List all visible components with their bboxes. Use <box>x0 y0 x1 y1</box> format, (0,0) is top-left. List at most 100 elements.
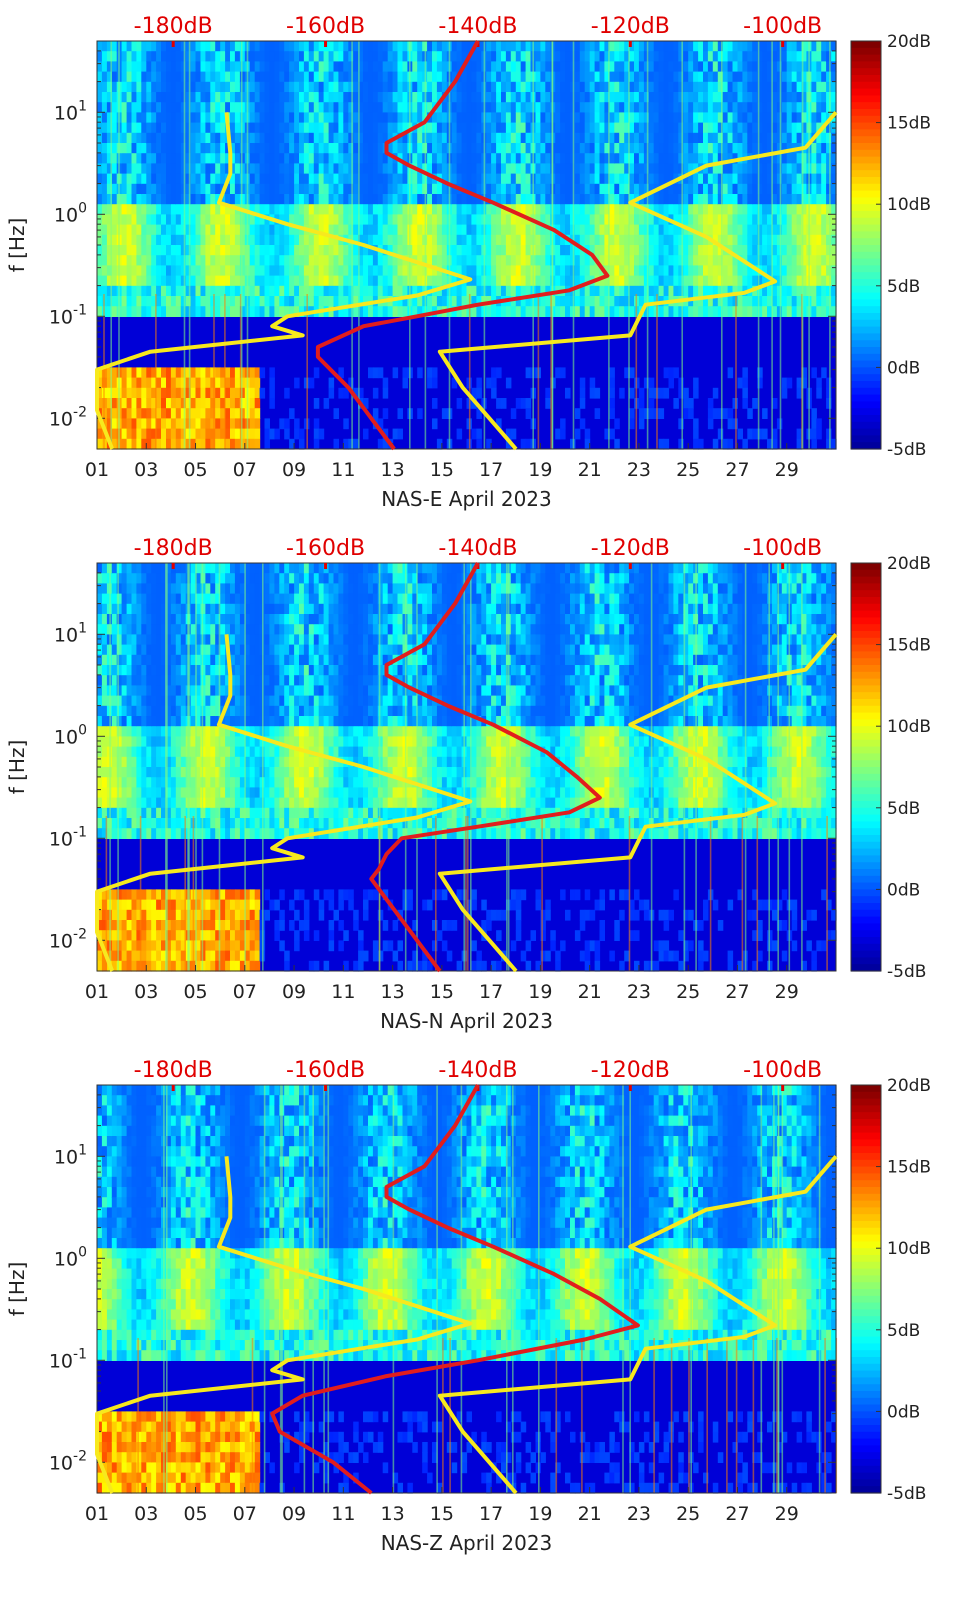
heatmap-cell <box>664 306 670 317</box>
heatmap-cell <box>575 214 581 225</box>
heatmap-cell <box>151 225 157 236</box>
heatmap-cell <box>201 276 207 287</box>
heatmap-cell <box>329 174 335 185</box>
heatmap-cell <box>683 41 689 52</box>
heatmap-cell <box>393 51 399 62</box>
heatmap-cell <box>787 41 793 52</box>
heatmap-cell <box>516 133 522 144</box>
heatmap-cell <box>388 41 394 52</box>
heatmap-cell <box>644 214 650 225</box>
heatmap-cell <box>673 92 679 103</box>
heatmap-cell <box>309 163 315 174</box>
heatmap-cell <box>486 143 492 154</box>
heatmap-cell <box>427 245 433 256</box>
heatmap-cell <box>683 398 689 409</box>
heatmap-cell <box>545 51 551 62</box>
heatmap-cell <box>97 685 103 696</box>
heatmap-cell <box>235 133 241 144</box>
heatmap-cell <box>540 72 546 83</box>
heatmap-cell <box>792 214 798 225</box>
heatmap-cell <box>230 408 236 419</box>
heatmap-cell <box>166 82 172 93</box>
heatmap-cell <box>792 153 798 164</box>
heatmap-cell <box>417 174 423 185</box>
heatmap-cell <box>393 61 399 72</box>
heatmap-cell <box>555 194 561 205</box>
heatmap-cell <box>619 225 625 236</box>
heatmap-cell <box>215 398 221 409</box>
top-tick-label: -140dB <box>438 14 517 39</box>
heatmap-cell <box>639 235 645 246</box>
heatmap-cell <box>97 153 103 164</box>
colorbar-segment <box>851 102 881 109</box>
heatmap-cell <box>747 296 753 307</box>
colorbar-segment <box>851 89 881 96</box>
heatmap-cell <box>792 255 798 266</box>
heatmap-cell <box>565 225 571 236</box>
heatmap-cell <box>363 255 369 266</box>
heatmap-cell <box>452 255 458 266</box>
heatmap-cell <box>255 102 261 113</box>
heatmap-cell <box>235 184 241 195</box>
heatmap-cell <box>752 163 758 174</box>
heatmap-cell <box>299 235 305 246</box>
heatmap-cell <box>225 398 231 409</box>
heatmap-cell <box>289 102 295 113</box>
heatmap-cell <box>230 265 236 276</box>
heatmap-cell <box>388 204 394 215</box>
heatmap-cell <box>260 204 266 215</box>
heatmap-cell <box>309 41 315 52</box>
heatmap-cell <box>240 112 246 123</box>
heatmap-cell <box>225 286 231 297</box>
heatmap-cell <box>600 194 606 205</box>
heatmap-cell <box>314 133 320 144</box>
heatmap-cell <box>141 184 147 195</box>
heatmap-cell <box>708 255 714 266</box>
heatmap-cell <box>580 214 586 225</box>
heatmap-cell <box>437 123 443 134</box>
heatmap-cell <box>614 439 620 450</box>
heatmap-cell <box>112 153 118 164</box>
heatmap-cell <box>452 204 458 215</box>
heatmap-cell <box>309 51 315 62</box>
heatmap-cell <box>97 184 103 195</box>
heatmap-cell <box>225 245 231 256</box>
heatmap-cell <box>580 204 586 215</box>
heatmap-cell <box>284 255 290 266</box>
colorbar-segment <box>851 157 881 164</box>
heatmap-cell <box>393 276 399 287</box>
heatmap-cell <box>289 296 295 307</box>
heatmap-cell <box>132 286 138 297</box>
heatmap-cell <box>811 184 817 195</box>
heatmap-cell <box>97 818 103 829</box>
heatmap-cell <box>747 112 753 123</box>
heatmap-cell <box>97 583 103 594</box>
heatmap-cell <box>166 102 172 113</box>
heatmap-cell <box>462 92 468 103</box>
heatmap-cell <box>132 255 138 266</box>
heatmap-cell <box>491 306 497 317</box>
heatmap-cell <box>688 123 694 134</box>
heatmap-cell <box>826 286 832 297</box>
heatmap-cell <box>733 61 739 72</box>
heatmap-cell <box>540 92 546 103</box>
heatmap-cell <box>265 276 271 287</box>
heatmap-cell <box>575 255 581 266</box>
heatmap-cell <box>324 255 330 266</box>
heatmap-cell <box>225 439 231 450</box>
heatmap-cell <box>452 133 458 144</box>
heatmap-cell <box>742 388 748 399</box>
heatmap-cell <box>427 378 433 389</box>
heatmap-cell <box>437 51 443 62</box>
heatmap-cell <box>146 41 152 52</box>
heatmap-cell <box>201 439 207 450</box>
heatmap-cell <box>112 777 118 788</box>
heatmap-cell <box>555 276 561 287</box>
heatmap-cell <box>368 41 374 52</box>
heatmap-cell <box>634 174 640 185</box>
heatmap-cell <box>742 163 748 174</box>
heatmap-cell <box>797 265 803 276</box>
heatmap-cell <box>639 225 645 236</box>
heatmap-cell <box>708 245 714 256</box>
heatmap-cell <box>708 143 714 154</box>
